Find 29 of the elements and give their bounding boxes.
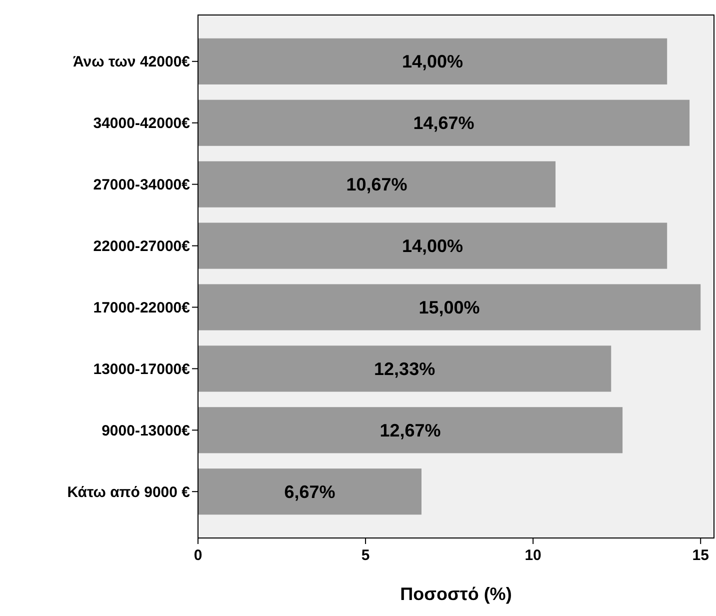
bar: [198, 284, 701, 330]
bar: [198, 346, 612, 392]
data-label: 12,67%: [380, 420, 441, 440]
bar: [198, 161, 556, 208]
y-tick-label: 27000-34000€: [93, 176, 191, 194]
bar: [198, 38, 668, 84]
y-tick-label: 17000-22000€: [93, 299, 191, 316]
y-tick-label: Κάτω από 9000 €: [67, 484, 191, 501]
x-tick-label: 15: [692, 547, 709, 564]
x-tick-label: 10: [524, 547, 542, 564]
data-label: 14,67%: [413, 113, 474, 134]
y-tick-label: 34000-42000€: [93, 115, 191, 132]
bar: [198, 100, 690, 146]
data-label: 14,00%: [402, 236, 464, 256]
y-tick-label: 9000-13000€: [102, 422, 191, 440]
x-tick-label: 0: [194, 547, 202, 564]
data-label: 6,67%: [284, 482, 336, 502]
data-label: 10,67%: [346, 174, 408, 195]
data-label: 14,00%: [402, 52, 464, 72]
bar: [198, 407, 623, 454]
y-tick-label: 22000-27000€: [93, 238, 191, 256]
y-tick-label: Άνω των 42000€: [73, 54, 191, 71]
bar: [198, 222, 668, 269]
y-tick-label: 13000-17000€: [93, 360, 191, 378]
data-label: 15,00%: [418, 298, 480, 318]
x-tick-label: 5: [361, 547, 370, 564]
bar: [198, 468, 422, 515]
data-label: 12,33%: [374, 358, 436, 379]
x-axis-title: Ποσοστό (%): [400, 584, 512, 604]
